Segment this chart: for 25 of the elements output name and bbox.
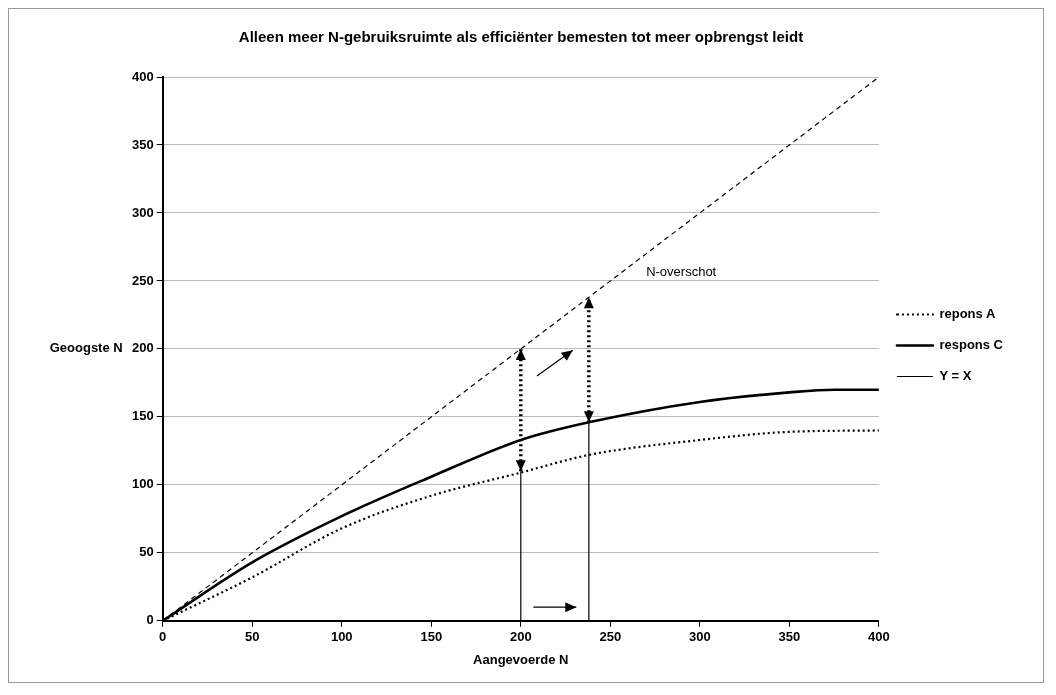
y-tick-label: 400	[131, 68, 154, 84]
annotation: N-overschot	[646, 264, 717, 280]
chart-title: Alleen meer N-gebruiksruimte als efficiënter bemesten tot meer opbrengst leidt	[238, 28, 804, 46]
y-tick-label: 200	[131, 340, 154, 356]
x-tick-label: 300	[689, 629, 711, 645]
legend-label: repons A	[939, 306, 996, 322]
legend-label: Y = X	[939, 368, 972, 384]
x-axis-title: Aangevoerde N	[473, 651, 569, 667]
x-tick-label: 100	[330, 629, 353, 645]
y-tick-label: 350	[131, 136, 154, 152]
x-tick-label: 400	[868, 629, 890, 645]
x-tick-label: 350	[778, 629, 801, 645]
x-tick-label: 50	[244, 629, 260, 645]
y-tick-label: 0	[146, 612, 154, 628]
y-tick-label: 250	[131, 272, 154, 288]
x-tick-label: 200	[509, 629, 532, 645]
y-tick-label: 300	[131, 204, 154, 220]
y-tick-label: 100	[131, 476, 154, 492]
x-tick-label: 0	[159, 629, 167, 645]
legend-label: respons C	[939, 337, 1004, 353]
x-tick-label: 150	[420, 629, 443, 645]
x-tick-label: 250	[599, 629, 622, 645]
y-axis-title: Geoogste N	[49, 340, 123, 356]
y-tick-label: 50	[139, 544, 154, 560]
y-tick-label: 150	[131, 408, 154, 424]
